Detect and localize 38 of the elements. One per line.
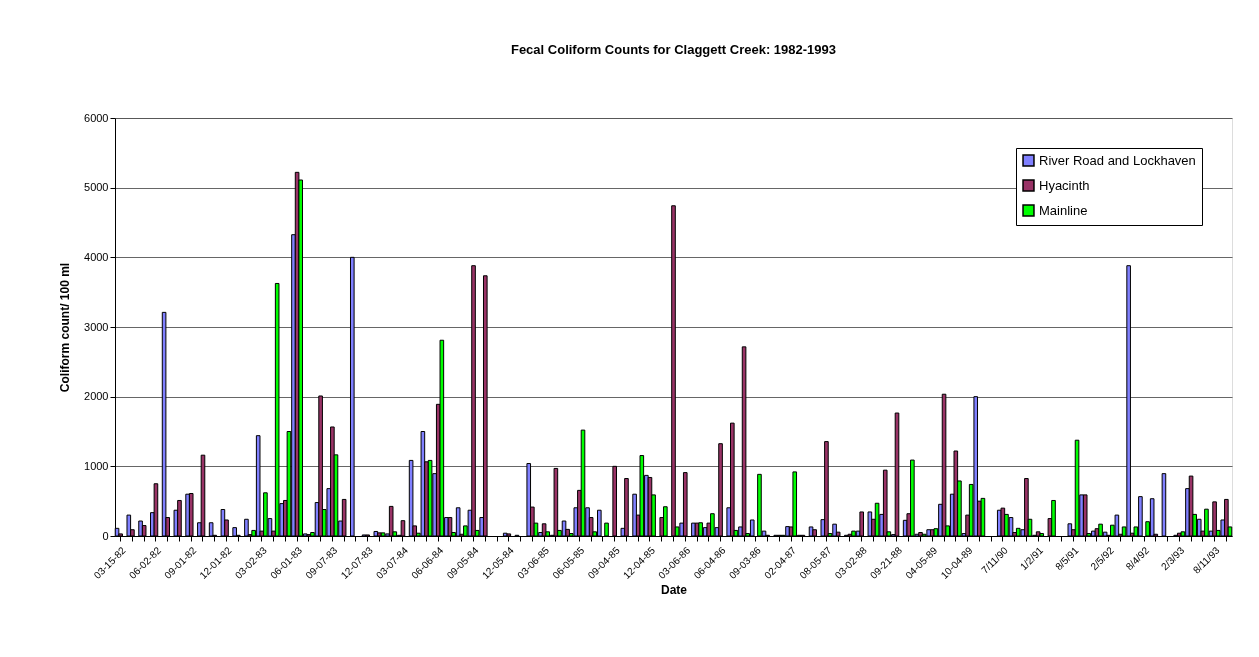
bar bbox=[710, 513, 715, 537]
y-tick-label: 1000 bbox=[84, 459, 109, 472]
bar bbox=[785, 526, 790, 537]
bar bbox=[926, 529, 931, 537]
y-tick-label: 4000 bbox=[84, 250, 109, 263]
legend-label: Mainline bbox=[1039, 202, 1088, 218]
y-tick-label: 6000 bbox=[84, 111, 109, 124]
bar bbox=[973, 396, 979, 537]
bar bbox=[851, 530, 856, 537]
x-axis-title: Date bbox=[660, 582, 688, 597]
chart-title: Fecal Coliform Counts for Claggett Creek: 1982-1993 bbox=[510, 42, 837, 57]
bar bbox=[1204, 508, 1209, 537]
bar bbox=[639, 455, 645, 537]
bar bbox=[439, 339, 445, 537]
bar bbox=[420, 431, 426, 537]
y-tick-label: 0 bbox=[102, 529, 109, 542]
bar bbox=[1196, 518, 1202, 537]
bar bbox=[455, 507, 461, 537]
bar bbox=[274, 282, 280, 537]
bar bbox=[874, 502, 880, 537]
bar bbox=[1114, 514, 1120, 537]
legend-label: Hyacinth bbox=[1039, 177, 1090, 193]
y-tick-label: 2000 bbox=[84, 390, 109, 403]
bar bbox=[380, 532, 386, 537]
bar bbox=[263, 492, 268, 537]
bar bbox=[832, 523, 837, 537]
bar bbox=[1126, 265, 1131, 537]
bar bbox=[698, 522, 703, 537]
bar bbox=[427, 459, 433, 537]
bar bbox=[255, 435, 261, 537]
bar bbox=[1149, 498, 1155, 537]
y-axis-title: Coliform count/ 100 ml bbox=[58, 262, 73, 393]
bar bbox=[1015, 527, 1021, 537]
bar bbox=[910, 459, 915, 537]
y-tick-label: 5000 bbox=[84, 181, 109, 194]
legend-label: River Road and Lockhaven bbox=[1039, 152, 1196, 168]
bar bbox=[792, 471, 798, 537]
y-tick-label: 3000 bbox=[84, 320, 109, 333]
